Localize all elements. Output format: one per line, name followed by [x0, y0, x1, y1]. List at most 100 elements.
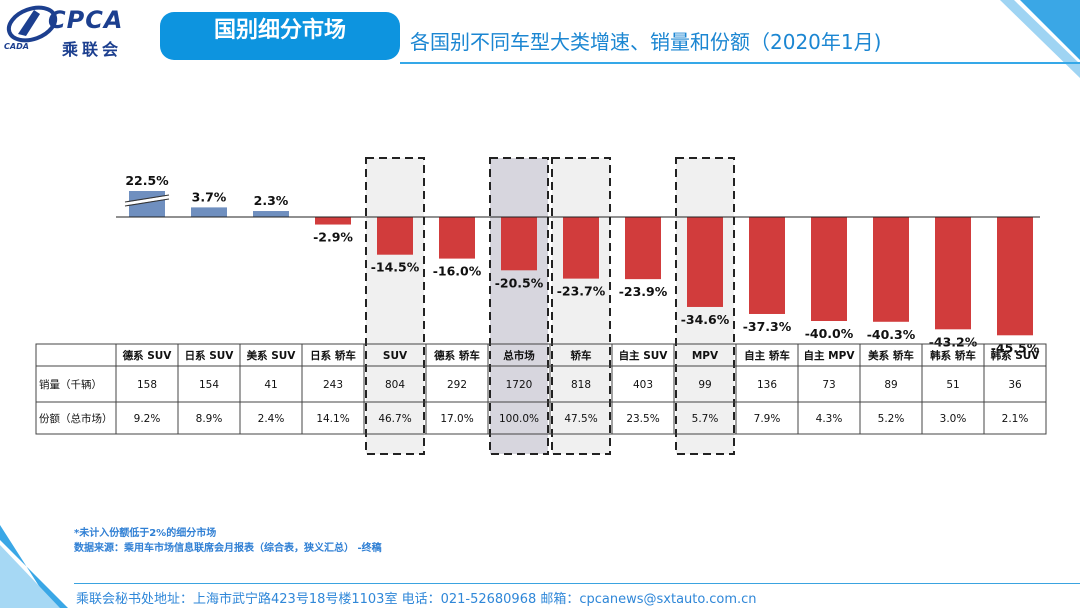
table-cell-1-2: 2.4% [258, 413, 285, 425]
data-label-13: -43.2% [929, 334, 978, 349]
highlight-box-4 [365, 157, 425, 455]
data-label-2: 2.3% [254, 193, 289, 208]
bar-14 [997, 217, 1033, 336]
table-cell-0-2: 41 [264, 379, 277, 391]
table-header-10: 自主 轿车 [744, 349, 790, 362]
bar-4 [377, 217, 413, 255]
bar-3 [315, 217, 351, 225]
table-row-label-1: 份额（总市场） [39, 412, 113, 425]
table-cell-1-4: 46.7% [378, 413, 411, 425]
data-label-9: -34.6% [681, 312, 730, 327]
highlight-box-7 [551, 157, 611, 455]
bar-12 [873, 217, 909, 322]
table-header-0: 德系 SUV [122, 349, 173, 362]
bar-1 [191, 207, 227, 217]
table-header-7: 轿车 [571, 349, 592, 362]
table-cell-1-6: 100.0% [499, 413, 539, 425]
table-header-14: 韩系 SUV [991, 349, 1041, 362]
table-cell-0-9: 99 [698, 379, 711, 391]
data-label-7: -23.7% [557, 284, 606, 299]
table-row-label-0: 销量（千辆） [39, 378, 102, 391]
table-cell-0-12: 89 [884, 379, 897, 391]
bar-6 [501, 217, 537, 271]
bar-2 [253, 211, 289, 217]
bar-11 [811, 217, 847, 321]
section-tab: 国别细分市场 [160, 12, 400, 60]
table-cell-0-11: 73 [822, 379, 835, 391]
data-label-5: -16.0% [433, 264, 482, 279]
table-cell-0-3: 243 [323, 379, 343, 391]
table-cell-0-13: 51 [946, 379, 959, 391]
table-cell-0-1: 154 [199, 379, 219, 391]
page-title: 各国别不同车型大类增速、销量和份额（2020年1月) [410, 30, 882, 54]
axis-break-line-2 [124, 198, 170, 207]
data-label-6: -20.5% [495, 275, 544, 290]
table-cell-1-11: 4.3% [816, 413, 843, 425]
header-bar: CPCA 乘联会 CADA 国别细分市场 各国别不同车型大类增速、销量和份额（2… [0, 0, 1080, 66]
table-cell-1-3: 14.1% [316, 413, 349, 425]
table-cell-0-10: 136 [757, 379, 777, 391]
bottom-left-corner-stripe-light [0, 545, 60, 608]
bar-13 [935, 217, 971, 330]
table-cell-1-5: 17.0% [440, 413, 473, 425]
data-label-11: -40.0% [805, 326, 854, 341]
table-cell-1-13: 3.0% [940, 413, 967, 425]
table-cell-1-1: 8.9% [196, 413, 223, 425]
table-cell-1-12: 5.2% [878, 413, 905, 425]
table-cell-1-0: 9.2% [134, 413, 161, 425]
table-cell-1-14: 2.1% [1002, 413, 1029, 425]
table-header-11: 自主 MPV [804, 349, 856, 362]
table-header-1: 日系 SUV [185, 349, 235, 362]
data-label-1: 3.7% [192, 189, 227, 204]
bar-8 [625, 217, 661, 280]
section-tab-title: 国别细分市场 [213, 18, 346, 43]
table-cell-1-7: 47.5% [564, 413, 597, 425]
table-cell-0-0: 158 [137, 379, 157, 391]
bar-7 [563, 217, 599, 279]
logo-english: CPCA [48, 6, 124, 34]
axis-break-gap [124, 195, 170, 206]
data-label-8: -23.9% [619, 284, 668, 299]
data-label-0: 22.5% [125, 173, 169, 188]
table-header-12: 美系 轿车 [868, 349, 914, 362]
table-cell-0-14: 36 [1008, 379, 1022, 391]
header-underline [400, 62, 1080, 64]
table-header-3: 日系 轿车 [310, 349, 356, 362]
axis-break-line-1 [124, 194, 170, 203]
table-cell-1-9: 5.7% [692, 413, 719, 425]
data-label-3: -2.9% [313, 230, 353, 245]
logo-chinese: 乘联会 [62, 40, 123, 59]
highlight-box-6 [489, 157, 549, 455]
table-cell-0-6: 1720 [506, 379, 533, 391]
top-right-corner-stripe [1020, 0, 1080, 60]
table-cell-0-7: 818 [571, 379, 591, 391]
table-cell-0-4: 804 [385, 379, 405, 391]
footnote-share: *未计入份额低于2%的细分市场 [74, 528, 217, 539]
table-header-13: 韩系 轿车 [930, 349, 976, 362]
table-header-5: 德系 轿车 [433, 349, 480, 362]
data-label-12: -40.3% [867, 327, 916, 342]
bar-10 [749, 217, 785, 314]
table-cell-0-5: 292 [447, 379, 467, 391]
table-header-6: 总市场 [503, 349, 535, 362]
data-label-10: -37.3% [743, 319, 792, 334]
footer-divider [74, 583, 1080, 584]
table-cell-1-10: 7.9% [754, 413, 781, 425]
footer-contact: 乘联会秘书处地址：上海市武宁路423号18号楼1103室 电话：021-5268… [76, 592, 757, 607]
footnote-source: 数据来源：乘用车市场信息联席会月报表（综合表，狭义汇总） -终稿 [74, 543, 382, 554]
table-header-9: MPV [692, 350, 719, 362]
table-cell-1-8: 23.5% [626, 413, 659, 425]
data-label-4: -14.5% [371, 260, 420, 275]
bar-9 [687, 217, 723, 307]
top-right-corner-stripe-light [1000, 0, 1080, 78]
table-header-8: 自主 SUV [619, 349, 669, 362]
logo-subtext: CADA [4, 42, 29, 51]
table-header-4: SUV [383, 350, 408, 362]
cpca-logo: CPCA 乘联会 CADA [0, 0, 150, 60]
table-header-2: 美系 SUV [247, 349, 297, 362]
bar-5 [439, 217, 475, 259]
logo-swoosh-icon [6, 5, 58, 43]
table-cell-0-8: 403 [633, 379, 653, 391]
